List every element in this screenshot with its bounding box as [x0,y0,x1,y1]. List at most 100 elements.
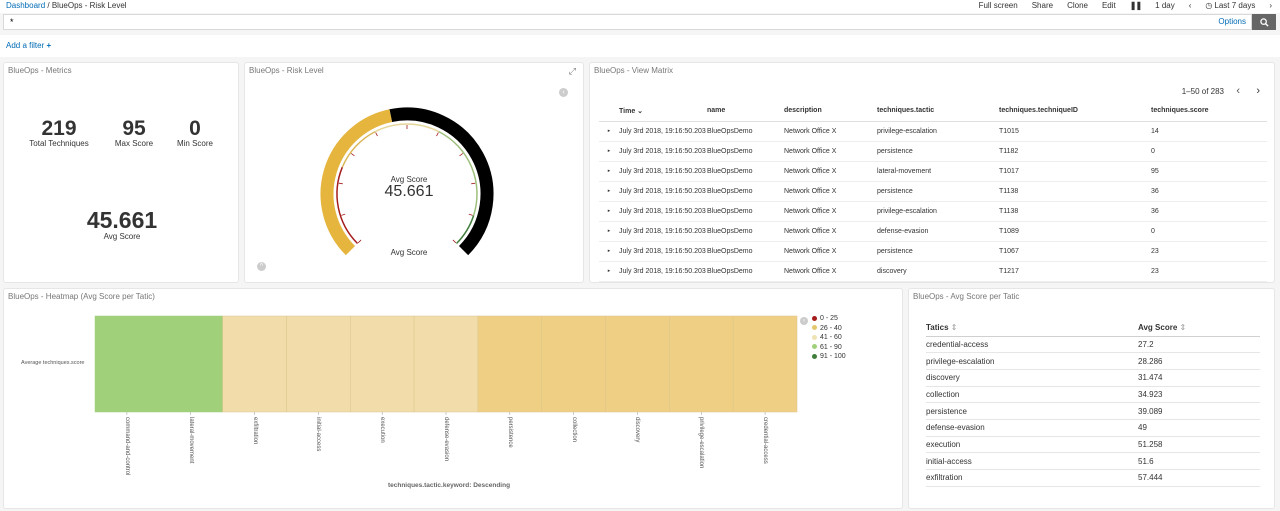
table-row[interactable]: ▸ July 3rd 2018, 19:16:50.203 BlueOpsDemo N… [599,221,1267,242]
clock-icon: ◷ [1205,1,1213,10]
sort-icon[interactable]: ⇕ [1179,322,1187,332]
column-header-technique-id[interactable]: techniques.techniqueID [999,101,1151,122]
table-row[interactable]: ▸ July 3rd 2018, 19:16:50.203 BlueOpsDemo N… [599,161,1267,182]
heatmap-cell[interactable] [605,315,670,413]
gauge-footer: Avg Score [390,248,428,257]
table-row[interactable]: ▸ July 3rd 2018, 19:16:50.203 BlueOpsDemo N… [599,201,1267,222]
gauge-value-arc [320,109,393,256]
legend-item[interactable]: 26 - 40 [812,325,842,332]
expand-icon[interactable]: ⤢ [568,66,576,76]
legend-toggle-icon[interactable]: ‹ [559,88,568,97]
table-cell: T1015 [999,121,1151,142]
table-row[interactable]: ▸ July 3rd 2018, 19:16:50.203 BlueOpsDemo N… [599,141,1267,162]
column-header-label: Tatics [926,322,949,332]
gauge-tick [338,182,343,185]
query-options-link[interactable]: Options [1218,17,1246,26]
heatmap-x-title: techniques.tactic.keyword: Descending [387,482,511,489]
legend-item[interactable]: 41 - 60 [812,334,842,341]
table-cell: Network Office X [784,221,877,242]
table-cell: Network Office X [784,201,877,222]
table-row[interactable]: ▸ July 3rd 2018, 19:16:50.203 BlueOpsDemo N… [599,121,1267,142]
heatmap-cell[interactable] [541,315,606,413]
table-row[interactable]: ▸ July 3rd 2018, 19:16:50.203 BlueOpsDemo N… [599,261,1267,282]
row-expand-icon[interactable]: ▸ [599,161,619,182]
gauge-tick [468,213,473,216]
legend-label: 91 - 100 [820,353,846,360]
gauge-tick [459,153,464,157]
add-filter-button[interactable]: Add a filter + [6,41,51,50]
view-matrix-panel: BlueOps - View Matrix 1–50 of 283 ‹ › Ti… [589,62,1275,283]
search-input[interactable] [3,14,1252,30]
row-expand-icon[interactable]: ▸ [599,221,619,242]
chevron-left-icon[interactable]: ‹ [1188,1,1192,10]
column-header-score[interactable]: techniques.score [1151,101,1267,122]
query-bar: Options [0,13,1280,35]
share-button[interactable]: Share [1031,1,1054,10]
clone-button[interactable]: Clone [1067,1,1088,10]
column-header-tactic[interactable]: techniques.tactic [877,101,999,122]
heatmap-cell[interactable] [158,315,223,413]
table-cell: July 3rd 2018, 19:16:50.203 [619,161,707,182]
legend-item[interactable]: 91 - 100 [812,353,846,360]
table-cell: 36 [1151,201,1267,222]
x-tick-label: collection [570,417,577,443]
row-expand-icon[interactable]: ▸ [599,201,619,222]
table-row: initial-access 51.6 [926,452,1260,470]
metric-value: 45.661 [86,207,158,233]
refresh-interval-button[interactable]: 1 day [1155,1,1175,10]
pagination-next-icon[interactable]: › [1256,85,1260,97]
time-picker-button[interactable]: ◷ Last 7 days [1205,1,1255,10]
edit-button[interactable]: Edit [1101,1,1116,10]
column-header-tatics[interactable]: Tatics ⇕ [926,319,1138,337]
row-expand-icon[interactable]: ▸ [599,181,619,202]
search-button[interactable] [1252,14,1276,30]
gauge-range-band [336,166,359,245]
table-cell: privilege-escalation [926,352,1138,370]
metrics-panel: BlueOps - Metrics 219 Total Techniques 9… [3,62,239,283]
table-row[interactable]: ▸ July 3rd 2018, 19:16:50.203 BlueOpsDemo N… [599,241,1267,262]
x-tick-label: persistence [506,417,513,448]
legend-color-icon [812,315,817,321]
full-screen-button[interactable]: Full screen [978,1,1018,10]
sort-icon[interactable]: ⌄ [637,107,644,115]
info-icon[interactable]: ^ [257,262,266,271]
sort-icon[interactable]: ⇕ [950,322,958,332]
table-cell: collection [926,386,1138,404]
pagination-prev-icon[interactable]: ‹ [1236,85,1240,97]
row-expand-icon[interactable]: ▸ [599,261,619,282]
row-expand-icon[interactable]: ▸ [599,121,619,142]
x-tick-label: discovery [634,417,641,443]
table-cell: BlueOpsDemo [707,201,784,222]
heatmap-cell[interactable] [222,315,287,413]
column-header-name[interactable]: name [707,101,784,122]
table-cell: July 3rd 2018, 19:16:50.203 [619,121,707,142]
heatmap-cell[interactable] [350,315,415,413]
metric-total-techniques: 219 Total Techniques [22,118,96,148]
heatmap-cell[interactable] [286,315,351,413]
table-row[interactable]: ▸ July 3rd 2018, 19:16:50.203 BlueOpsDemo N… [599,181,1267,202]
heatmap-cell[interactable] [94,315,160,413]
row-expand-icon[interactable]: ▸ [599,141,619,162]
breadcrumb-dashboard-link[interactable]: Dashboard [6,1,46,10]
legend-collapse-icon[interactable]: ‹ [800,317,808,325]
heatmap-cell[interactable] [413,315,479,413]
heatmap-chart [94,315,798,415]
table-cell: 27.2 [1138,336,1260,354]
heatmap-cell[interactable] [477,315,542,413]
breadcrumb-current: BlueOps - Risk Level [51,1,127,10]
row-expand-icon[interactable]: ▸ [599,241,619,262]
table-cell: BlueOpsDemo [707,261,784,282]
table-cell: T1138 [999,181,1151,202]
column-header-avg-score[interactable]: Avg Score ⇕ [1138,319,1260,337]
legend-item[interactable]: 61 - 90 [812,344,842,351]
pause-icon[interactable]: ❚❚ [1129,1,1142,10]
table-cell: 0 [1151,141,1267,162]
heatmap-cell[interactable] [732,315,798,413]
metric-label: Total Techniques [29,139,89,148]
chevron-right-icon[interactable]: › [1269,1,1272,10]
table-cell: execution [926,436,1138,454]
column-header-time[interactable]: Time ⌄ [619,101,707,122]
column-header-description[interactable]: description [784,101,877,122]
heatmap-cell[interactable] [669,315,734,413]
legend-item[interactable]: 0 - 25 [812,315,838,322]
